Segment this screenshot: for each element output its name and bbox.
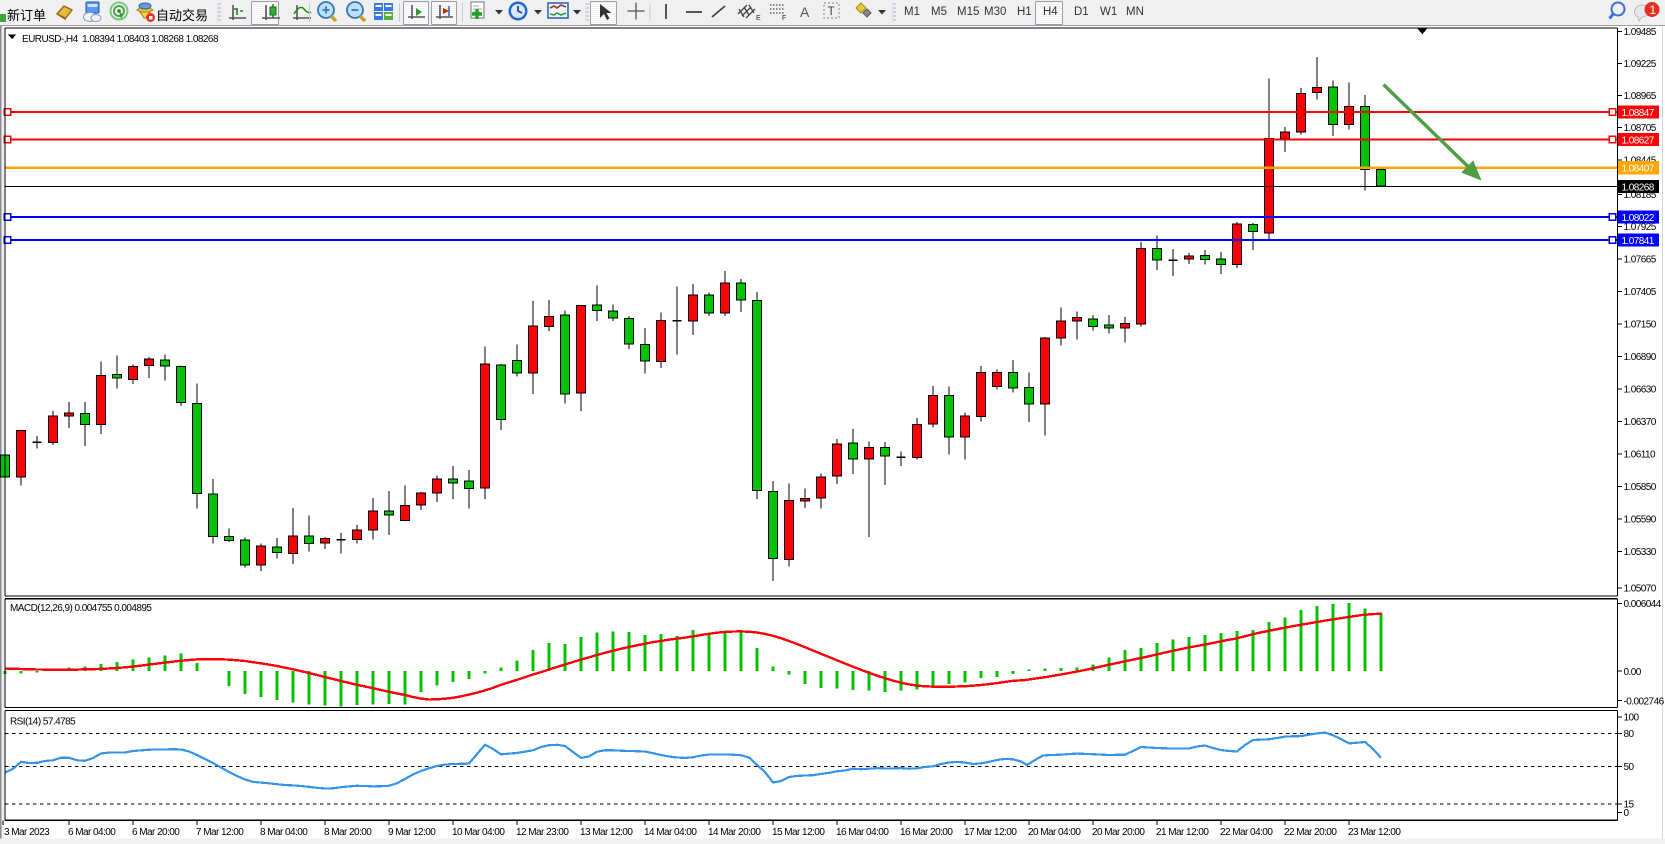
svg-text:1.08627: 1.08627 xyxy=(1622,135,1655,146)
svg-text:6 Mar 20:00: 6 Mar 20:00 xyxy=(132,827,180,838)
svg-text:20 Mar 20:00: 20 Mar 20:00 xyxy=(1092,827,1145,838)
svg-text:1.08185: 1.08185 xyxy=(1624,190,1657,201)
svg-text:EURUSD-,H4 1.08394 1.08403 1.: EURUSD-,H4 1.08394 1.08403 1.08268 1.082… xyxy=(22,34,219,45)
svg-text:6 Mar 04:00: 6 Mar 04:00 xyxy=(68,827,116,838)
svg-text:1.08022: 1.08022 xyxy=(1622,213,1655,224)
svg-text:1.05590: 1.05590 xyxy=(1624,515,1657,526)
svg-text:1.05070: 1.05070 xyxy=(1624,584,1657,595)
svg-text:1.07405: 1.07405 xyxy=(1624,287,1657,298)
svg-text:1.06110: 1.06110 xyxy=(1624,450,1657,461)
svg-text:1.06370: 1.06370 xyxy=(1624,417,1657,428)
svg-text:0.00: 0.00 xyxy=(1624,667,1642,678)
svg-text:0.006044: 0.006044 xyxy=(1624,599,1662,610)
svg-text:RSI(14) 57.4785: RSI(14) 57.4785 xyxy=(10,717,76,728)
svg-text:22 Mar 20:00: 22 Mar 20:00 xyxy=(1284,827,1337,838)
svg-text:1.08407: 1.08407 xyxy=(1622,164,1655,175)
svg-text:7 Mar 12:00: 7 Mar 12:00 xyxy=(196,827,244,838)
svg-text:13 Mar 12:00: 13 Mar 12:00 xyxy=(580,827,633,838)
svg-text:8 Mar 04:00: 8 Mar 04:00 xyxy=(260,827,308,838)
svg-text:1.06630: 1.06630 xyxy=(1624,385,1657,396)
svg-text:17 Mar 12:00: 17 Mar 12:00 xyxy=(964,827,1017,838)
svg-text:1.09225: 1.09225 xyxy=(1624,59,1657,70)
svg-text:1: 1 xyxy=(1650,3,1657,17)
svg-text:1.08847: 1.08847 xyxy=(1622,108,1655,119)
svg-text:16 Mar 04:00: 16 Mar 04:00 xyxy=(836,827,889,838)
svg-text:F: F xyxy=(782,15,786,22)
svg-text:22 Mar 04:00: 22 Mar 04:00 xyxy=(1220,827,1273,838)
svg-text:1.07150: 1.07150 xyxy=(1624,320,1657,331)
svg-text:MACD(12,26,9) 0.004755 0.00489: MACD(12,26,9) 0.004755 0.004895 xyxy=(10,603,152,614)
svg-text:9 Mar 12:00: 9 Mar 12:00 xyxy=(388,827,436,838)
svg-text:1.07665: 1.07665 xyxy=(1624,255,1657,266)
svg-text:3 Mar 2023: 3 Mar 2023 xyxy=(4,827,50,838)
svg-text:1.07925: 1.07925 xyxy=(1624,222,1657,233)
svg-text:0: 0 xyxy=(1624,808,1630,819)
svg-text:15 Mar 12:00: 15 Mar 12:00 xyxy=(772,827,825,838)
svg-text:1.05850: 1.05850 xyxy=(1624,482,1657,493)
svg-text:12 Mar 23:00: 12 Mar 23:00 xyxy=(516,827,569,838)
svg-text:1.07841: 1.07841 xyxy=(1622,236,1655,247)
svg-text:E: E xyxy=(756,15,761,22)
svg-text:1.09485: 1.09485 xyxy=(1624,27,1657,38)
svg-text:80: 80 xyxy=(1624,729,1635,740)
svg-text:T: T xyxy=(828,4,836,18)
svg-text:16 Mar 20:00: 16 Mar 20:00 xyxy=(900,827,953,838)
svg-text:21 Mar 12:00: 21 Mar 12:00 xyxy=(1156,827,1209,838)
svg-text:1.08965: 1.08965 xyxy=(1624,91,1657,102)
svg-text:8 Mar 20:00: 8 Mar 20:00 xyxy=(324,827,372,838)
svg-text:A: A xyxy=(800,4,810,20)
svg-text:10 Mar 04:00: 10 Mar 04:00 xyxy=(452,827,505,838)
svg-text:23 Mar 12:00: 23 Mar 12:00 xyxy=(1348,827,1401,838)
svg-text:14 Mar 20:00: 14 Mar 20:00 xyxy=(708,827,761,838)
svg-text:1.08268: 1.08268 xyxy=(1622,182,1655,193)
svg-text:-0.002746: -0.002746 xyxy=(1624,696,1665,707)
svg-text:15: 15 xyxy=(1624,800,1635,811)
svg-text:14 Mar 04:00: 14 Mar 04:00 xyxy=(644,827,697,838)
svg-text:1.05330: 1.05330 xyxy=(1624,547,1657,558)
svg-text:100: 100 xyxy=(1624,713,1640,724)
svg-text:1.08705: 1.08705 xyxy=(1624,123,1657,134)
svg-text:50: 50 xyxy=(1624,762,1635,773)
svg-text:1.06890: 1.06890 xyxy=(1624,352,1657,363)
svg-text:20 Mar 04:00: 20 Mar 04:00 xyxy=(1028,827,1081,838)
